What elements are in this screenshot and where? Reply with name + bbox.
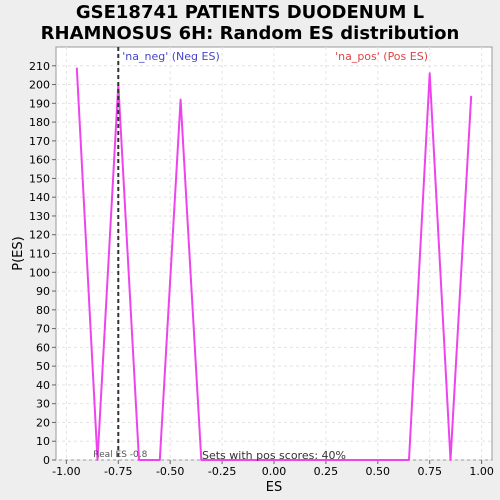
pos-scores-label: Sets with pos scores: 40% [202,449,346,462]
y-tick-label: 70 [36,323,50,336]
series-layer [75,67,473,461]
y-tick-label: 180 [29,116,50,129]
x-tick-label: 0.25 [314,465,339,478]
x-axis-label: ES [266,480,282,495]
x-tick-label: -1.00 [52,465,80,478]
y-tick-label: 80 [36,304,50,317]
y-tick-label: 100 [29,266,50,279]
y-tick-label: 60 [36,341,50,354]
y-tick-label: 160 [29,154,50,167]
series-line [75,67,473,461]
y-tick-label: 130 [29,210,50,223]
x-tick-label: -0.25 [208,465,236,478]
x-tick-label: -0.50 [156,465,184,478]
chart-title-line-2: RHAMNOSUS 6H: Random ES distribution [40,23,460,44]
y-tick-label: 0 [43,454,50,467]
y-axis: 0 10 20 30 40 50 60 70 80 90 100 110 120 130 140 150 160… [29,60,56,467]
y-tick-label: 40 [36,379,50,392]
y-tick-label: 50 [36,360,50,373]
y-tick-label: 190 [29,97,50,110]
y-tick-label: 120 [29,229,50,242]
y-axis-label: P(ES) [11,236,26,270]
y-tick-label: 210 [29,60,50,73]
y-tick-label: 30 [36,398,50,411]
y-tick-label: 200 [29,79,50,92]
chart-title: GSE18741 PATIENTS DUODENUM L RHAMNOSUS 6… [0,2,500,44]
y-tick-label: 170 [29,135,50,148]
chart-title-line-1: GSE18741 PATIENTS DUODENUM L [75,2,425,23]
y-tick-label: 110 [29,248,50,261]
x-tick-label: 0.00 [262,465,287,478]
x-tick-label: 1.00 [469,465,494,478]
real-es-label: Real ES -0.8 [93,450,147,460]
x-tick-label: 0.75 [417,465,442,478]
x-axis: -1.00 -0.75 -0.50 -0.25 0.00 0.25 0.50 0.75 1.00 [52,460,494,478]
neg-es-label: 'na_neg' (Neg ES) [122,50,219,63]
y-tick-label: 140 [29,191,50,204]
y-tick-label: 20 [36,416,50,429]
x-tick-label: 0.50 [366,465,391,478]
y-tick-label: 10 [36,435,50,448]
y-tick-label: 150 [29,172,50,185]
y-tick-label: 90 [36,285,50,298]
grid [56,47,492,461]
pos-es-label: 'na_pos' (Pos ES) [335,50,428,63]
x-tick-label: -0.75 [104,465,132,478]
